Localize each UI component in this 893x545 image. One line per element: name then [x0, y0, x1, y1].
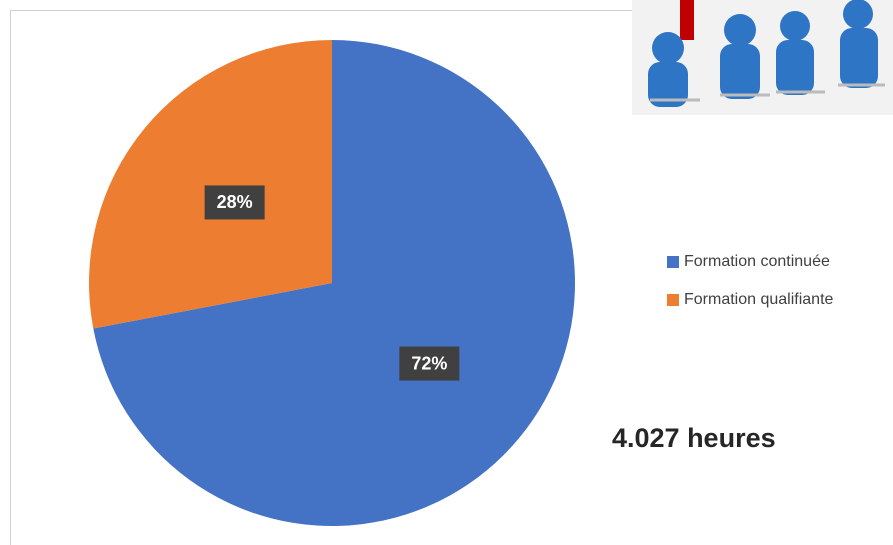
annotation: 4.027 heures: [612, 423, 776, 453]
clip-art: [632, 0, 893, 115]
legend-label: Formation continuée: [684, 253, 830, 270]
legend-label: Formation qualifiante: [684, 291, 834, 308]
pie-slice: [89, 40, 332, 329]
legend-swatch: [667, 256, 679, 268]
data-label: 72%: [411, 353, 447, 373]
chart: 72% 28% 4.027 heures Formation continuée F…: [0, 0, 893, 545]
pie: [89, 40, 575, 526]
data-label: 28%: [217, 192, 253, 212]
legend-swatch: [667, 294, 679, 306]
